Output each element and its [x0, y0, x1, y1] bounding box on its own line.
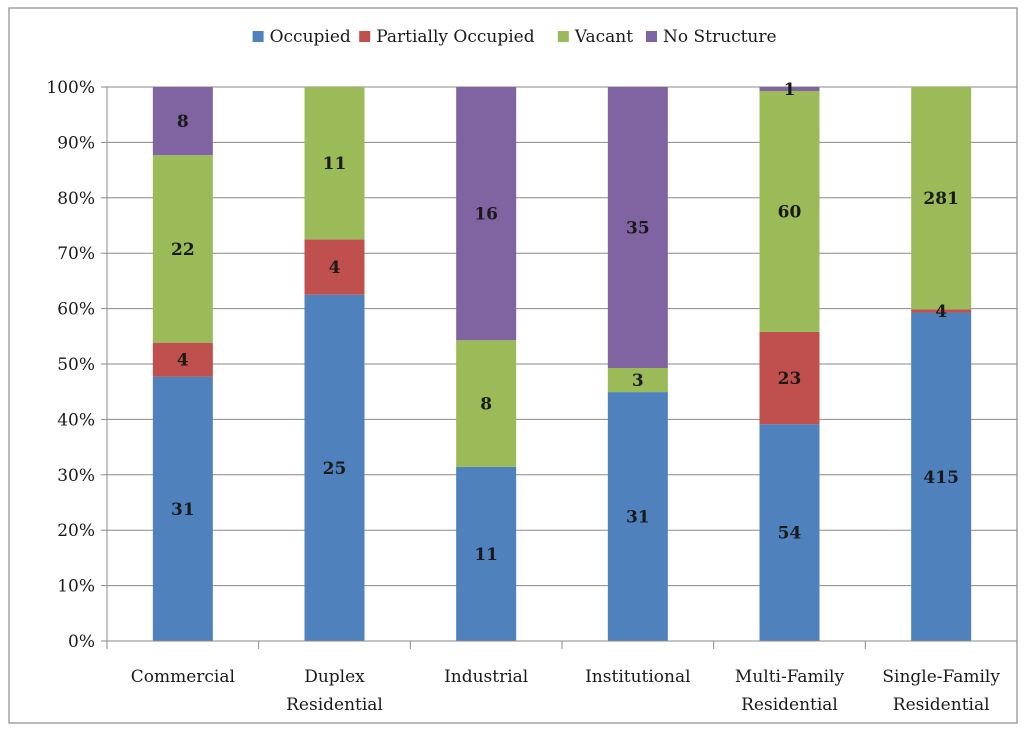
legend-swatch-occupied	[252, 31, 264, 42]
data-label-vacant: 11	[323, 154, 347, 174]
x-category-label: Industrial	[444, 667, 528, 687]
y-tick-label: 80%	[57, 189, 95, 209]
y-tick-label: 50%	[57, 355, 95, 375]
x-category-label: Single-Family Residential	[882, 667, 1000, 715]
bar-segment-partially-occupied	[304, 239, 365, 295]
data-label-no-structure: 1	[784, 80, 796, 100]
bar-segment-partially-occupied	[152, 342, 213, 377]
data-label-vacant: 281	[923, 189, 959, 209]
legend-swatch-partially-occupied	[359, 31, 371, 42]
bar-segment-occupied	[607, 392, 668, 641]
y-tick-label: 90%	[57, 133, 95, 153]
data-label-partially-occupied: 23	[778, 369, 802, 389]
data-label-vacant: 3	[632, 371, 644, 391]
legend-label-occupied: Occupied	[270, 27, 351, 47]
data-labels: 31 4 22 8 25 4 11 11 8 16 31 3 35 54 23 60 1 415 4 281	[171, 80, 959, 565]
y-tick-label: 70%	[57, 244, 95, 264]
data-label-occupied: 25	[323, 459, 347, 479]
x-category-label: Institutional	[585, 667, 690, 687]
legend-label-vacant: Vacant	[574, 27, 633, 47]
y-tick-label: 40%	[57, 410, 95, 430]
legend-label-no-structure: No Structure	[663, 27, 777, 47]
y-tick-label: 10%	[57, 577, 95, 597]
legend: Occupied Partially Occupied Vacant No Struc…	[252, 27, 777, 47]
data-label-vacant: 22	[171, 240, 195, 260]
y-tick-label: 60%	[57, 300, 95, 320]
y-tick-label: 0%	[68, 632, 95, 652]
bar-segment-vacant	[152, 155, 213, 343]
bar-segment-vacant	[456, 340, 517, 467]
x-axis-labels: Commercial Duplex Residential Industrial Ins…	[131, 667, 1001, 715]
data-label-occupied: 54	[778, 524, 802, 544]
bar-segment-occupied	[152, 376, 213, 641]
bar-segment-partially-occupied	[911, 309, 972, 313]
data-label-partially-occupied: 4	[177, 351, 189, 371]
bar-segment-occupied	[304, 294, 365, 641]
bar-segment-no-structure	[456, 87, 517, 341]
bar-segment-occupied	[456, 466, 517, 641]
legend-swatch-vacant	[557, 31, 569, 42]
y-axis-ticks: 0% 10% 20% 30% 40% 50% 60% 70% 80% 90% 100%	[46, 78, 107, 652]
data-label-partially-occupied: 4	[935, 302, 947, 322]
data-label-occupied: 31	[626, 508, 650, 528]
bar-segment-occupied	[759, 424, 820, 641]
x-category-label: Commercial	[131, 667, 235, 687]
gridlines	[107, 86, 1017, 587]
bar-segment-vacant	[607, 368, 668, 393]
bar-segment-no-structure	[759, 87, 820, 92]
data-label-vacant: 60	[778, 202, 802, 222]
data-label-no-structure: 16	[474, 205, 498, 225]
data-label-no-structure: 8	[177, 112, 189, 132]
data-label-occupied: 11	[474, 545, 498, 565]
bar-segment-no-structure	[607, 87, 668, 369]
bar-segment-vacant	[911, 87, 972, 310]
legend-swatch-no-structure	[646, 31, 657, 42]
bar-segment-vacant	[304, 87, 365, 240]
data-label-partially-occupied: 4	[329, 258, 341, 278]
bar-segment-no-structure	[152, 87, 213, 156]
bars	[152, 87, 972, 641]
x-category-label: Duplex Residential	[286, 667, 383, 715]
data-label-vacant: 8	[480, 395, 492, 415]
data-label-no-structure: 35	[626, 219, 650, 239]
bar-segment-partially-occupied	[759, 331, 820, 425]
data-label-occupied: 415	[923, 468, 959, 488]
y-tick-label: 30%	[57, 466, 95, 486]
y-tick-label: 20%	[57, 521, 95, 541]
legend-label-partially-occupied: Partially Occupied	[376, 27, 535, 47]
x-category-label: Multi-Family Residential	[735, 667, 845, 715]
bar-segment-occupied	[911, 312, 972, 641]
data-label-occupied: 31	[171, 500, 195, 520]
y-tick-label: 100%	[46, 78, 95, 98]
bar-segment-vacant	[759, 91, 820, 332]
